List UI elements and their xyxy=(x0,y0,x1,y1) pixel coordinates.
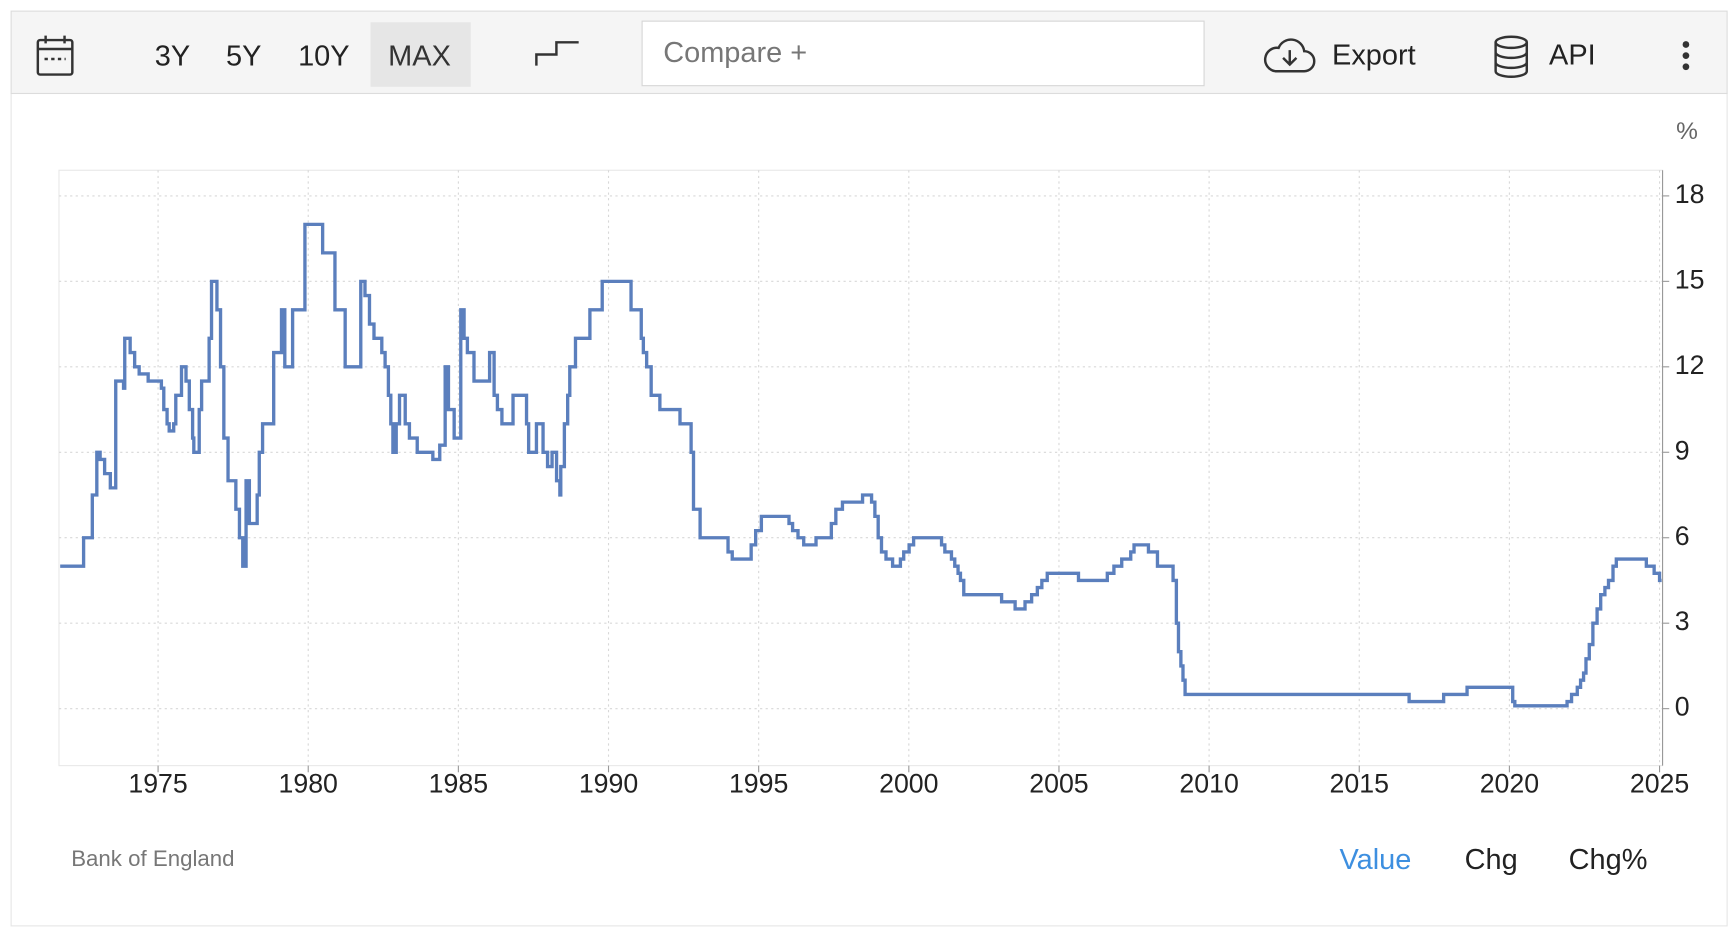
source: Bank of England xyxy=(71,846,234,871)
range-button[interactable]: 10Y xyxy=(298,41,349,73)
more-menu[interactable] xyxy=(1682,41,1690,71)
export-label: Export xyxy=(1332,39,1416,71)
step-toggle[interactable] xyxy=(535,41,579,66)
y-tick-label: 9 xyxy=(1675,435,1690,465)
unit-label: % xyxy=(1676,118,1698,145)
x-tick-label: 2000 xyxy=(879,769,938,799)
x-tick-label: 2015 xyxy=(1330,769,1389,799)
x-tick-label: 1980 xyxy=(279,769,338,799)
compare-input[interactable] xyxy=(641,20,1205,87)
rate-line xyxy=(60,222,1662,708)
range-button[interactable]: MAX xyxy=(388,41,451,73)
range-button[interactable]: 5Y xyxy=(226,41,261,73)
view-tab[interactable]: Chg xyxy=(1465,844,1518,876)
api-label: API xyxy=(1549,39,1596,71)
active-range-bg xyxy=(370,22,471,87)
x-tick-label: 2025 xyxy=(1630,769,1689,799)
compare-placeholder: Compare + xyxy=(663,37,807,69)
x-tick-label: 1985 xyxy=(429,769,488,799)
x-tick-label: 1975 xyxy=(128,769,187,799)
api-button[interactable]: API xyxy=(1494,35,1596,78)
x-tick-label: 2010 xyxy=(1179,769,1238,799)
view-tab[interactable]: Value xyxy=(1340,844,1412,876)
y-tick-label: 0 xyxy=(1675,692,1690,722)
x-tick-label: 1995 xyxy=(729,769,788,799)
x-tick-label: 2020 xyxy=(1480,769,1539,799)
view-tab[interactable]: Chg% xyxy=(1569,844,1648,876)
x-tick-label: 1990 xyxy=(579,769,638,799)
y-tick-label: 15 xyxy=(1675,264,1705,294)
y-tick-label: 6 xyxy=(1675,521,1690,551)
export-button[interactable]: Export xyxy=(1263,38,1416,73)
range-button[interactable]: 3Y xyxy=(155,41,190,73)
x-tick-label: 2005 xyxy=(1029,769,1088,799)
y-tick-label: 3 xyxy=(1675,606,1690,636)
y-tick-label: 18 xyxy=(1675,179,1705,209)
y-tick-label: 12 xyxy=(1675,350,1705,380)
calendar-icon[interactable] xyxy=(36,35,74,76)
chart-panel xyxy=(10,92,1728,927)
